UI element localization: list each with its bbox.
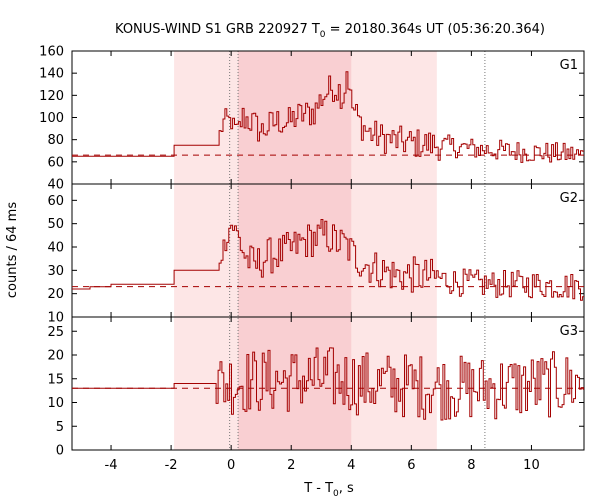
- x-tick-label: 8: [467, 458, 475, 473]
- y-tick-label: 10: [47, 396, 64, 411]
- light-curve-g2: [72, 219, 584, 301]
- y-axis-title: counts / 64 ms: [5, 202, 20, 298]
- y-tick-label: 20: [47, 349, 64, 364]
- panel-frame-g3: [71, 316, 585, 451]
- chart-title-main: KONUS-WIND S1 GRB 220927 T: [115, 22, 320, 37]
- y-tick-label: 30: [47, 264, 64, 279]
- x-tick-label: 10: [523, 458, 540, 473]
- x-axis-title-subscript: 0: [333, 489, 339, 499]
- chart-title-subscript: 0: [320, 30, 326, 40]
- panel-label-g1: G1: [560, 58, 578, 73]
- x-tick-label: -4: [105, 458, 118, 473]
- chart-title-rest: = 20180.364s UT (05:36:20.364): [326, 22, 545, 37]
- y-tick-label: 120: [39, 89, 64, 104]
- x-tick-label: 6: [407, 458, 415, 473]
- y-tick-label: 20: [47, 287, 64, 302]
- y-tick-label: 0: [56, 444, 64, 459]
- x-axis-title: T - T0, s: [303, 481, 354, 499]
- y-tick-label: 10: [47, 311, 64, 326]
- light-curve-g3: [72, 347, 584, 421]
- y-tick-label: 40: [47, 241, 64, 256]
- chart-title: KONUS-WIND S1 GRB 220927 T0 = 20180.364s…: [115, 22, 545, 40]
- y-tick-label: 60: [47, 194, 64, 209]
- x-tick-label: 4: [347, 458, 355, 473]
- panel-label-g3: G3: [560, 324, 578, 339]
- y-tick-label: 140: [39, 67, 64, 82]
- panel-label-g2: G2: [560, 191, 578, 206]
- x-tick-label: 0: [227, 458, 235, 473]
- y-tick-label: 160: [39, 45, 64, 60]
- x-axis-title-main: T - T: [303, 481, 333, 496]
- y-tick-label: 80: [47, 133, 64, 148]
- y-tick-label: 15: [47, 372, 64, 387]
- x-axis-title-rest: , s: [339, 481, 354, 496]
- y-tick-label: 40: [47, 178, 64, 193]
- panel-g3: 0 5 10 15 20 25 -4 -2 0 2 4 6 8 10 G3: [47, 316, 585, 473]
- y-tick-label: 50: [47, 217, 64, 232]
- x-tick-label: -2: [165, 458, 178, 473]
- y-tick-label: 60: [47, 155, 64, 170]
- y-tick-label: 5: [56, 420, 64, 435]
- shade-inner-interval: [238, 51, 352, 450]
- y-tick-label: 25: [47, 325, 64, 340]
- panel-g2: 10 20 30 40 50 60 G2: [47, 183, 585, 326]
- x-tick-label: 2: [287, 458, 295, 473]
- y-tick-label: 100: [39, 111, 64, 126]
- light-curve-g1: [72, 71, 584, 163]
